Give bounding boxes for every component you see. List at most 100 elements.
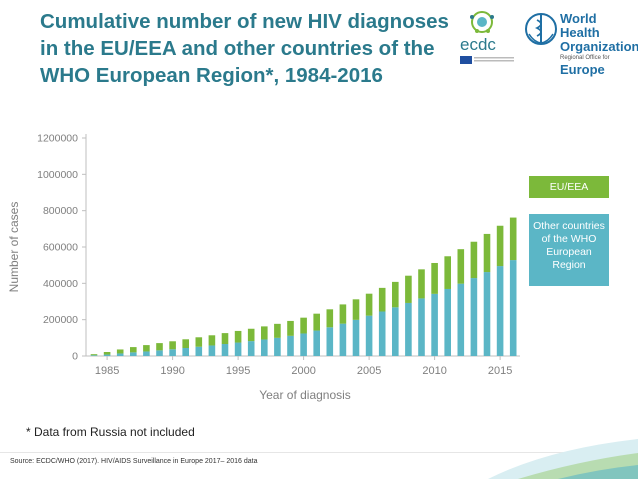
- title-line-1: Cumulative number of new HIV diagnoses: [40, 10, 449, 33]
- bar-eu-1999: [287, 320, 294, 336]
- bar-other-2011: [444, 288, 451, 356]
- x-tick-label: 1990: [160, 365, 184, 377]
- legend-other-line-4: Region: [552, 259, 586, 271]
- bar-eu-2014: [483, 233, 491, 273]
- footer-divider: [0, 452, 610, 453]
- bar-other-2013: [470, 278, 478, 356]
- bar-eu-1995: [234, 330, 242, 343]
- bar-eu-1997: [261, 326, 268, 340]
- bar-eu-1984: [90, 354, 98, 356]
- bar-other-1990: [169, 349, 176, 356]
- bar-other-1993: [208, 345, 216, 356]
- footnote: * Data from Russia not included: [26, 425, 195, 439]
- bar-other-1991: [182, 348, 189, 356]
- legend-other-countries: Other countries of the WHO European Regi…: [529, 214, 609, 286]
- y-tick-label: 1200000: [37, 133, 78, 145]
- bar-eu-1988: [143, 345, 150, 352]
- decorative-wave: [488, 439, 638, 479]
- y-tick-label: 800000: [43, 205, 78, 217]
- bar-other-1995: [234, 342, 242, 356]
- bar-eu-1992: [195, 337, 203, 347]
- y-tick-label: 400000: [43, 278, 78, 290]
- title-line-3: WHO European Region*, 1984-2016: [40, 64, 383, 87]
- bar-other-1987: [130, 352, 137, 356]
- y-tick-label: 1000000: [37, 169, 78, 181]
- bar-other-2007: [392, 307, 399, 356]
- bar-other-1985: [103, 354, 111, 356]
- bar-other-1998: [274, 337, 281, 356]
- bar-eu-2009: [418, 269, 425, 299]
- bar-eu-2007: [392, 281, 399, 308]
- who-europe: Europe: [560, 62, 605, 77]
- bar-other-1986: [116, 353, 124, 356]
- bar-eu-1996: [247, 328, 255, 342]
- bar-other-2009: [418, 298, 425, 356]
- ecdc-wordmark: ecdc: [460, 35, 496, 54]
- x-tick-label: 2010: [422, 365, 446, 377]
- bar-eu-2000: [300, 317, 307, 334]
- bar-other-2015: [496, 266, 504, 356]
- legend-other-line-3: European: [546, 246, 592, 258]
- x-tick-label: 2005: [357, 365, 381, 377]
- bar-eu-1994: [221, 333, 229, 345]
- who-name-line-2: Organization: [560, 39, 638, 54]
- bar-eu-2008: [405, 275, 412, 303]
- bar-eu-1993: [208, 335, 216, 346]
- bar-other-2008: [405, 302, 412, 356]
- who-wordmark: World Health Organization Regional Offic…: [560, 12, 638, 77]
- x-tick-label: 1995: [226, 365, 250, 377]
- bar-eu-2013: [470, 241, 478, 279]
- source-citation: Source: ECDC/WHO (2017). HIV/AIDS Survei…: [10, 458, 258, 465]
- y-tick-label: 600000: [43, 242, 78, 254]
- x-axis-title: Year of diagnosis: [259, 388, 351, 402]
- bar-other-2014: [483, 272, 491, 356]
- bar-eu-2011: [444, 256, 451, 289]
- bar-eu-1986: [116, 349, 124, 354]
- accent-bar: [0, 8, 6, 78]
- bar-other-1992: [195, 346, 203, 356]
- bar-other-1999: [287, 335, 294, 356]
- legend-other-line-2: of the WHO: [541, 233, 597, 245]
- x-tick-label: 1985: [95, 365, 119, 377]
- bar-eu-1991: [182, 339, 189, 349]
- y-tick-label: 200000: [43, 314, 78, 326]
- bar-other-2005: [365, 315, 373, 356]
- bar-other-1994: [221, 344, 229, 356]
- bar-other-1988: [143, 351, 150, 356]
- bar-eu-1985: [103, 352, 111, 355]
- bar-eu-2005: [365, 293, 373, 316]
- ecdc-emblem-icon: ecdc: [460, 11, 514, 64]
- bar-other-2003: [339, 323, 347, 356]
- x-tick-label: 2000: [291, 365, 315, 377]
- bar-other-2004: [352, 319, 360, 356]
- who-emblem-icon: [525, 13, 557, 45]
- bar-eu-2010: [431, 262, 438, 294]
- bar-other-2006: [378, 311, 386, 356]
- hiv-cumulative-bar-chart: 0 200000 400000 600000 800000 1000000 1200000 1…: [7, 133, 520, 402]
- bar-eu-2016: [509, 217, 517, 261]
- legend-eu-eea: EU/EEA: [529, 176, 609, 198]
- bar-other-2001: [313, 330, 320, 356]
- title-line-2: in the EU/EEA and other countries of the: [40, 37, 435, 60]
- bar-eu-1989: [156, 343, 163, 351]
- ecdc-logo: ecdc: [452, 8, 522, 68]
- who-logo: World Health Organization Regional Offic…: [524, 8, 638, 77]
- bar-other-2016: [509, 260, 517, 356]
- bar-eu-2002: [326, 309, 334, 328]
- bar-eu-2006: [378, 287, 386, 312]
- bar-eu-1987: [130, 347, 137, 353]
- bar-other-1997: [261, 339, 268, 356]
- bar-other-1996: [247, 341, 255, 356]
- bar-eu-2015: [496, 225, 504, 267]
- bar-eu-2012: [457, 249, 465, 284]
- bar-other-2012: [457, 283, 465, 356]
- bar-eu-2004: [352, 299, 360, 320]
- page-title: Cumulative number of new HIV diagnoses i…: [40, 8, 460, 89]
- bar-other-2002: [326, 327, 334, 356]
- y-tick-label: 0: [72, 351, 78, 363]
- legend-other-line-1: Other countries: [533, 220, 605, 232]
- y-axis-title: Number of cases: [7, 202, 21, 293]
- bar-eu-2003: [339, 304, 347, 324]
- x-tick-label: 2015: [488, 365, 512, 377]
- bar-eu-2001: [313, 313, 320, 331]
